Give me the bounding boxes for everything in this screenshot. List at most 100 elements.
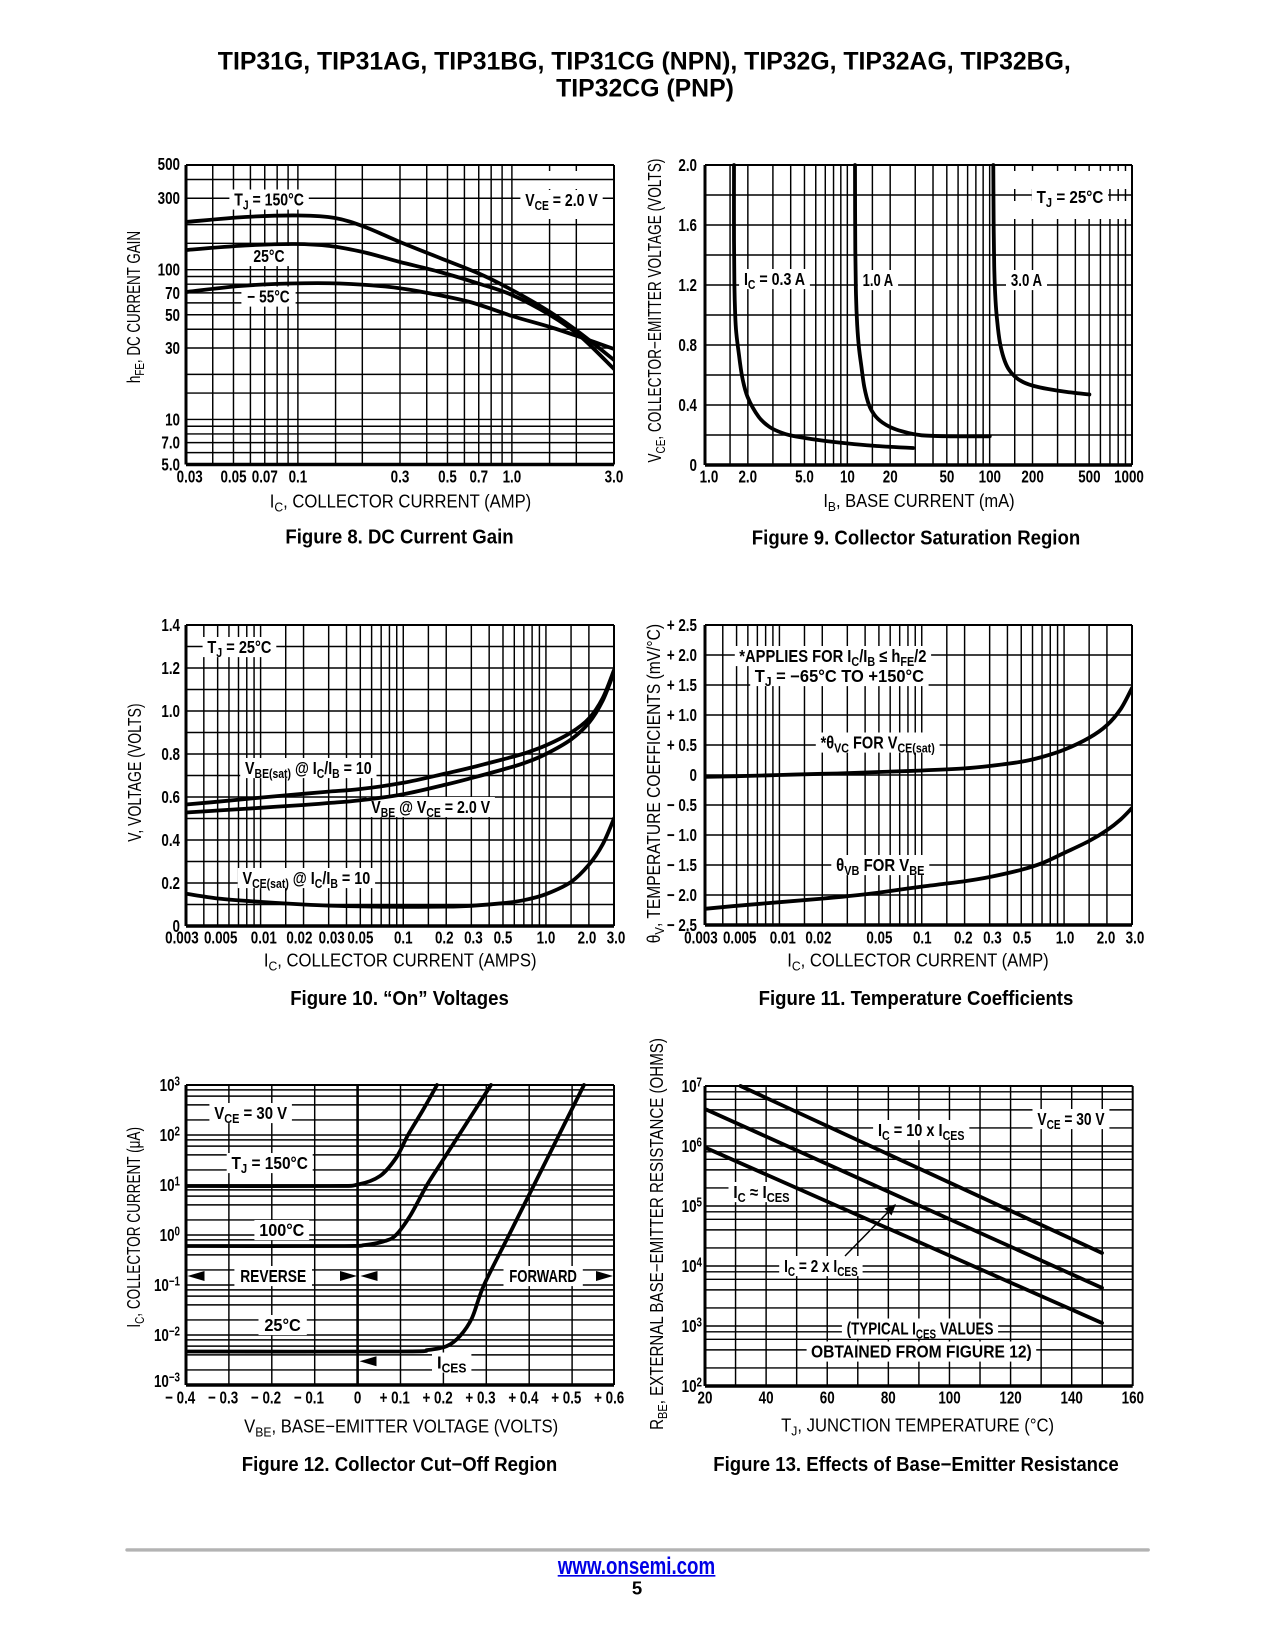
svg-text:TJ = −65°C TO +150°C: TJ = −65°C TO +150°C: [755, 667, 924, 689]
svg-text:5.0: 5.0: [795, 468, 814, 487]
svg-text:θVB FOR VBE: θVB FOR VBE: [836, 856, 924, 878]
svg-text:+ 1.0: + 1.0: [667, 706, 697, 725]
svg-text:0.005: 0.005: [723, 929, 757, 948]
svg-text:1.2: 1.2: [678, 276, 697, 295]
svg-text:hFE, DC CURRENT GAIN: hFE, DC CURRENT GAIN: [125, 231, 147, 383]
svg-text:VCE(sat) @ IC/IB = 10: VCE(sat) @ IC/IB = 10: [243, 870, 371, 891]
svg-text:IC = 2 x ICES: IC = 2 x ICES: [784, 1258, 858, 1280]
svg-text:30: 30: [165, 339, 180, 358]
svg-text:0: 0: [690, 766, 697, 785]
svg-text:80: 80: [881, 1389, 896, 1408]
svg-text:+ 0.5: + 0.5: [667, 736, 697, 755]
svg-text:1.0 A: 1.0 A: [863, 271, 894, 290]
svg-text:0: 0: [690, 456, 697, 475]
svg-text:300: 300: [158, 190, 180, 209]
svg-text:RBE, EXTERNAL BASE−EMITTER RES: RBE, EXTERNAL BASE−EMITTER RESISTANCE (O…: [647, 1038, 671, 1430]
svg-text:*θVC FOR VCE(sat): *θVC FOR VCE(sat): [821, 734, 935, 755]
svg-text:500: 500: [1078, 468, 1100, 487]
svg-text:1.6: 1.6: [678, 216, 697, 235]
svg-text:60: 60: [820, 1389, 835, 1408]
svg-text:1.2: 1.2: [161, 659, 180, 678]
svg-text:TJ = 25°C: TJ = 25°C: [207, 639, 271, 660]
svg-text:− 0.3: − 0.3: [208, 1389, 238, 1408]
svg-text:0.3: 0.3: [983, 929, 1002, 948]
svg-text:TJ = 25°C: TJ = 25°C: [1037, 188, 1104, 210]
svg-text:− 0.5: − 0.5: [667, 796, 697, 815]
svg-text:102: 102: [682, 1376, 702, 1396]
svg-text:VCE = 30 V: VCE = 30 V: [214, 1104, 287, 1126]
svg-text:0.02: 0.02: [286, 929, 312, 948]
svg-text:100: 100: [979, 468, 1001, 487]
svg-text:105: 105: [682, 1196, 702, 1216]
svg-text:104: 104: [682, 1256, 703, 1276]
svg-text:1.0: 1.0: [1056, 929, 1075, 948]
svg-text:VCE, COLLECTOR−EMITTER VOLTAGE: VCE, COLLECTOR−EMITTER VOLTAGE (VOLTS): [645, 159, 668, 463]
svg-text:100: 100: [160, 1225, 180, 1245]
svg-text:θV, TEMPERATURE COEFFICIENTS (: θV, TEMPERATURE COEFFICIENTS (mV/°C): [644, 624, 667, 943]
svg-text:TJ = 150°C: TJ = 150°C: [232, 1154, 309, 1176]
svg-text:+ 0.2: + 0.2: [423, 1389, 453, 1408]
svg-text:VCE = 30 V: VCE = 30 V: [1037, 1111, 1105, 1133]
svg-text:IC, COLLECTOR CURRENT (AMP): IC, COLLECTOR CURRENT (AMP): [787, 950, 1048, 974]
svg-text:TIP32CG (PNP): TIP32CG (PNP): [556, 76, 734, 103]
svg-text:0.8: 0.8: [161, 745, 180, 764]
svg-text:10−1: 10−1: [154, 1275, 180, 1295]
svg-text:0.8: 0.8: [678, 336, 697, 355]
svg-text:+ 0.4: + 0.4: [508, 1389, 538, 1408]
svg-text:103: 103: [160, 1075, 180, 1095]
svg-text:25°C: 25°C: [253, 248, 284, 267]
svg-text:IC, COLLECTOR CURRENT (AMPS): IC, COLLECTOR CURRENT (AMPS): [264, 950, 537, 974]
svg-text:0.03: 0.03: [319, 929, 345, 948]
svg-text:TJ = 150°C: TJ = 150°C: [234, 191, 304, 212]
svg-text:0.5: 0.5: [494, 929, 513, 948]
svg-text:0.05: 0.05: [220, 468, 246, 487]
svg-text:+ 0.5: + 0.5: [551, 1389, 581, 1408]
svg-text:Figure 13. Effects of Base−Emi: Figure 13. Effects of Base−Emitter Resis…: [713, 1454, 1119, 1476]
svg-text:0.003: 0.003: [684, 929, 718, 948]
svg-text:− 0.1: − 0.1: [294, 1389, 324, 1408]
svg-text:TIP31G, TIP31AG, TIP31BG, TIP3: TIP31G, TIP31AG, TIP31BG, TIP31CG (NPN),…: [218, 48, 1071, 75]
svg-text:VBE(sat) @ IC/IB = 10: VBE(sat) @ IC/IB = 10: [245, 760, 372, 781]
svg-text:TJ, JUNCTION TEMPERATURE (°C): TJ, JUNCTION TEMPERATURE (°C): [781, 1415, 1054, 1439]
svg-text:0.1: 0.1: [394, 929, 413, 948]
svg-text:IC, COLLECTOR CURRENT (AMP): IC, COLLECTOR CURRENT (AMP): [270, 491, 531, 515]
svg-text:106: 106: [682, 1136, 702, 1156]
svg-text:0.01: 0.01: [251, 929, 277, 948]
svg-text:+ 2.5: + 2.5: [667, 616, 697, 635]
svg-text:1.0: 1.0: [161, 702, 180, 721]
svg-text:10: 10: [165, 411, 180, 430]
svg-text:FORWARD: FORWARD: [509, 1267, 577, 1286]
svg-text:140: 140: [1061, 1389, 1083, 1408]
svg-text:0.5: 0.5: [1013, 929, 1032, 948]
svg-text:IC = 0.3 A: IC = 0.3 A: [744, 271, 805, 292]
svg-text:102: 102: [160, 1125, 180, 1145]
svg-text:IC ≈ ICES: IC ≈ ICES: [733, 1183, 789, 1205]
svg-text:− 2.0: − 2.0: [667, 886, 697, 905]
svg-text:0.05: 0.05: [866, 929, 892, 948]
svg-text:1.0: 1.0: [503, 468, 522, 487]
svg-text:50: 50: [939, 468, 954, 487]
svg-text:VCE = 2.0 V: VCE = 2.0 V: [525, 192, 598, 213]
svg-text:− 0.4: − 0.4: [165, 1389, 195, 1408]
svg-text:Figure 9. Collector Saturation: Figure 9. Collector Saturation Region: [752, 528, 1080, 550]
svg-text:0.2: 0.2: [435, 929, 454, 948]
svg-text:100°C: 100°C: [259, 1220, 304, 1240]
svg-text:0.1: 0.1: [913, 929, 932, 948]
svg-text:3.0: 3.0: [607, 929, 626, 948]
svg-text:0.4: 0.4: [678, 396, 697, 415]
svg-text:0.03: 0.03: [177, 468, 203, 487]
svg-text:− 1.5: − 1.5: [667, 856, 697, 875]
svg-text:0: 0: [173, 917, 180, 936]
svg-text:101: 101: [160, 1175, 180, 1195]
svg-text:200: 200: [1021, 468, 1043, 487]
svg-text:0.5: 0.5: [438, 468, 457, 487]
svg-text:2.0: 2.0: [678, 156, 697, 175]
svg-text:OBTAINED FROM FIGURE 12): OBTAINED FROM FIGURE 12): [811, 1343, 1032, 1362]
svg-text:10−3: 10−3: [154, 1371, 180, 1391]
svg-text:0.6: 0.6: [161, 788, 180, 807]
svg-text:1.0: 1.0: [537, 929, 556, 948]
svg-text:1.4: 1.4: [161, 616, 180, 635]
svg-text:0.1: 0.1: [289, 468, 308, 487]
svg-text:0.07: 0.07: [252, 468, 278, 487]
svg-text:− 55°C: − 55°C: [247, 288, 289, 307]
